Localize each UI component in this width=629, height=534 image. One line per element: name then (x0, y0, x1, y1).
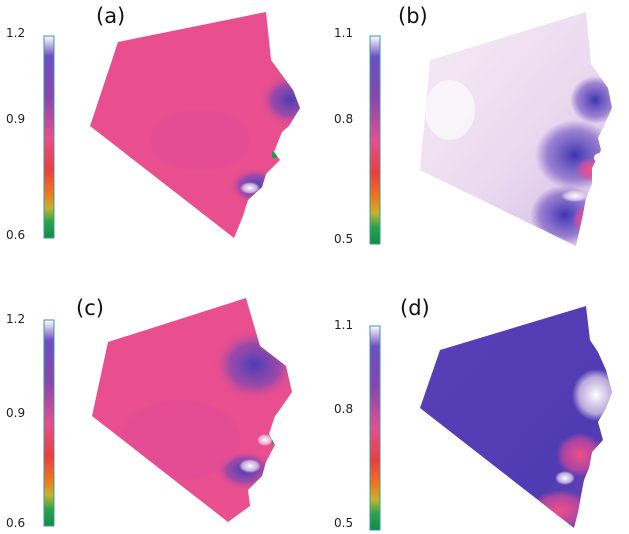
panel-label-d: (d) (400, 296, 430, 320)
panel-c-map (92, 298, 292, 522)
colorbar-b-tick-max: 1.1 (334, 26, 354, 40)
colorbar-a-tick-max: 1.2 (6, 26, 26, 40)
colorbar-b-tick-min: 0.5 (334, 232, 354, 246)
panel-label-c: (c) (76, 296, 104, 320)
colorbar-c (43, 319, 55, 527)
colorbar-b (369, 35, 381, 245)
colorbar-d (369, 325, 381, 531)
colorbar-b-tick-mid: 0.8 (334, 112, 354, 126)
colorbar-c-tick-min: 0.6 (6, 516, 26, 530)
panel-b-map (420, 12, 612, 246)
panel-label-b: (b) (398, 4, 428, 28)
colorbar-a-tick-min: 0.6 (6, 228, 26, 242)
colorbar-c-tick-mid: 0.9 (6, 406, 26, 420)
colorbar-a (43, 35, 55, 239)
colorbar-d-tick-mid: 0.8 (334, 402, 354, 416)
colorbar-c-tick-max: 1.2 (6, 312, 26, 326)
colorbar-a-tick-mid: 0.9 (6, 112, 26, 126)
colorbar-d-tick-min: 0.5 (334, 516, 354, 530)
panel-label-a: (a) (96, 4, 126, 28)
colorbar-d-tick-max: 1.1 (334, 318, 354, 332)
panel-a-map (90, 12, 300, 238)
panel-d-map (420, 306, 612, 528)
